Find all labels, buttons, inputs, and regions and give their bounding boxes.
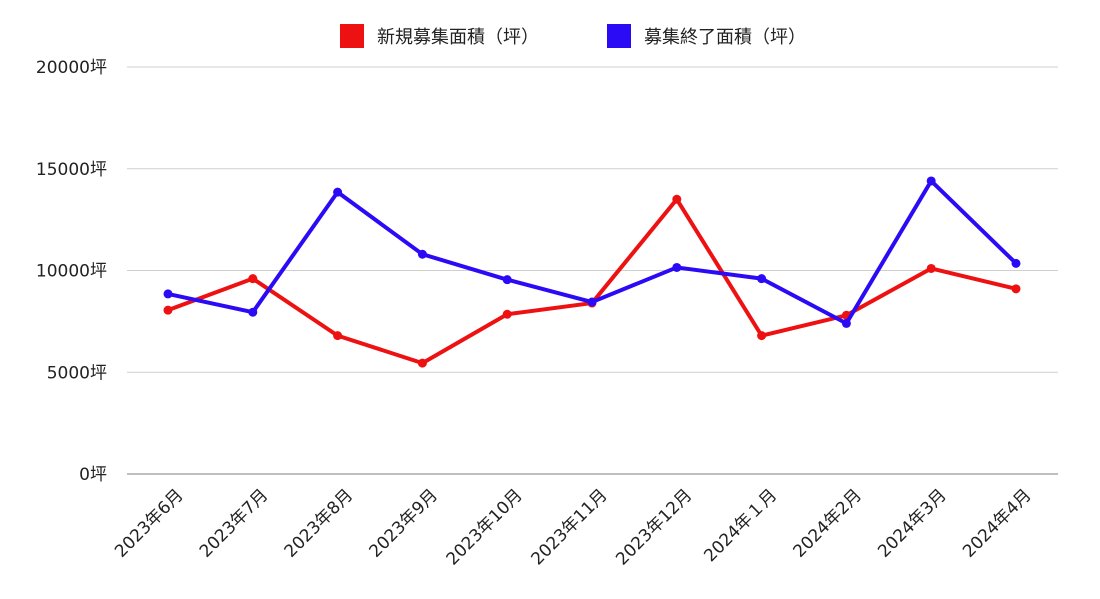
series-2 [163,176,1021,328]
legend: 新規募集面積（坪） 募集終了面積（坪） [340,24,806,48]
x-tick-label: 2024年3月 [874,485,950,561]
data-point [417,249,427,259]
data-point [333,331,343,341]
data-point [1011,258,1021,268]
data-point [672,194,682,204]
data-point [417,358,427,368]
data-point [757,274,767,284]
data-point [248,274,258,284]
x-tick-label: 2023年12月 [612,485,696,569]
x-tick-label: 2023年7月 [196,485,272,561]
data-point [163,289,173,299]
data-point [926,176,936,186]
x-axis: 2023年6月 2023年7月 2023年8月 2023年9月 2023年10月 2023… [111,485,1035,569]
y-tick-label: 0坪 [79,465,107,485]
x-tick-label: 2024年4月 [959,485,1035,561]
x-tick-label: 2023年11月 [527,485,611,569]
data-point [163,305,173,315]
gridlines [127,66,1058,475]
x-tick-label: 2023年9月 [366,485,442,561]
legend-label: 新規募集面積（坪） [377,27,539,48]
data-point [333,187,343,197]
data-point [248,307,258,317]
legend-swatch [340,24,364,48]
y-tick-label: 15000坪 [36,160,107,180]
x-tick-label: 2023年6月 [111,485,187,561]
x-tick-label: 2024年１月 [700,485,781,566]
y-tick-label: 10000坪 [36,262,107,282]
data-point [1011,284,1021,294]
y-tick-label: 20000坪 [36,58,107,78]
x-tick-label: 2023年10月 [443,485,527,569]
series-line [166,197,1018,366]
legend-label: 募集終了面積（坪） [644,27,806,48]
data-point [926,263,936,273]
data-point [502,309,512,319]
y-tick-label: 5000坪 [47,363,107,383]
x-tick-label: 2024年2月 [790,485,866,561]
data-point [841,318,851,328]
series-layer [163,176,1021,368]
x-tick-label: 2023年8月 [281,485,357,561]
data-point [757,331,767,341]
y-axis: 0坪 5000坪 10000坪 15000坪 20000坪 [36,58,107,485]
data-point [587,297,597,307]
data-point [672,262,682,272]
series-1 [163,194,1021,368]
legend-swatch [607,24,631,48]
data-point [502,275,512,285]
